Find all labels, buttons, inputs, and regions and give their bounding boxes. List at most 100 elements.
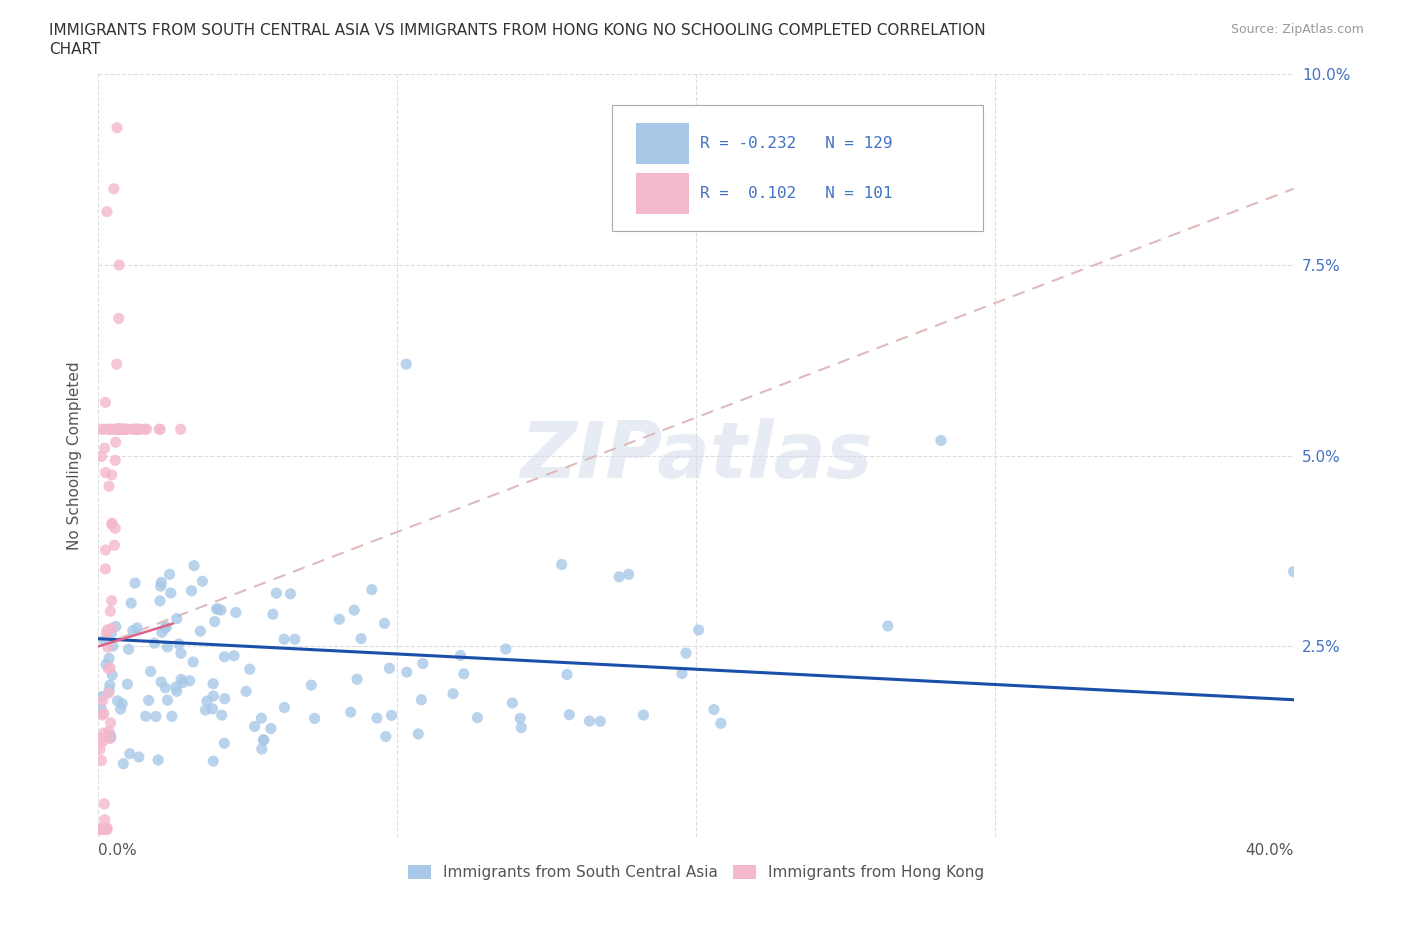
- Point: [101, 668, 124, 683]
- Point: [202, 688, 225, 703]
- Legend: Immigrants from South Central Asia, Immigrants from Hong Kong: Immigrants from South Central Asia, Immi…: [402, 859, 990, 886]
- Point: [166, 611, 188, 626]
- Point: [150, 625, 173, 640]
- Point: [411, 692, 433, 707]
- Point: [550, 557, 572, 572]
- Point: [120, 596, 142, 611]
- Point: [94, 562, 117, 577]
- Point: [91, 822, 114, 837]
- Point: [395, 665, 418, 680]
- Point: [204, 614, 226, 629]
- Point: [139, 664, 162, 679]
- Point: [98, 604, 121, 618]
- Point: [91, 822, 114, 837]
- Point: [104, 422, 127, 437]
- Point: [125, 422, 148, 437]
- FancyBboxPatch shape: [637, 123, 689, 165]
- Point: [167, 637, 190, 652]
- Point: [98, 422, 121, 437]
- Point: [273, 631, 295, 646]
- Point: [172, 675, 194, 690]
- Point: [688, 622, 710, 637]
- Point: [91, 822, 114, 837]
- Point: [103, 538, 125, 552]
- Point: [180, 583, 202, 598]
- Point: [202, 676, 225, 691]
- Point: [105, 422, 128, 437]
- Point: [159, 567, 181, 582]
- Point: [134, 422, 156, 437]
- Point: [89, 742, 111, 757]
- Point: [100, 593, 122, 608]
- Point: [114, 422, 136, 437]
- Point: [93, 796, 115, 811]
- Point: [122, 422, 145, 437]
- Point: [96, 820, 118, 835]
- FancyBboxPatch shape: [637, 173, 689, 214]
- Point: [366, 711, 388, 725]
- Point: [110, 422, 132, 437]
- Point: [373, 616, 395, 631]
- Point: [146, 752, 169, 767]
- Point: [250, 711, 273, 725]
- Point: [105, 120, 128, 135]
- Point: [100, 626, 122, 641]
- Point: [145, 709, 167, 724]
- Point: [100, 468, 122, 483]
- Point: [91, 708, 114, 723]
- Point: [96, 626, 118, 641]
- Point: [209, 603, 232, 618]
- Point: [149, 422, 172, 437]
- Y-axis label: No Schooling Completed: No Schooling Completed: [67, 362, 83, 550]
- Point: [253, 733, 276, 748]
- Point: [96, 822, 118, 837]
- Point: [117, 422, 139, 437]
- Point: [360, 582, 382, 597]
- Point: [100, 730, 122, 745]
- Point: [89, 822, 111, 837]
- Point: [105, 357, 128, 372]
- Point: [91, 693, 114, 708]
- Point: [97, 640, 120, 655]
- Text: CHART: CHART: [49, 42, 101, 57]
- Point: [108, 258, 131, 272]
- Point: [101, 516, 124, 531]
- Point: [107, 694, 129, 709]
- Point: [94, 542, 117, 557]
- Point: [378, 661, 401, 676]
- Point: [495, 642, 517, 657]
- Point: [578, 713, 600, 728]
- Point: [104, 453, 127, 468]
- Point: [98, 678, 121, 693]
- Point: [112, 422, 135, 437]
- Point: [94, 422, 117, 437]
- Point: [100, 728, 122, 743]
- Point: [262, 606, 284, 621]
- Point: [100, 422, 122, 437]
- Point: [299, 678, 322, 693]
- Point: [160, 709, 183, 724]
- Point: [135, 422, 157, 437]
- Point: [509, 711, 531, 725]
- Text: R = -0.232   N = 129: R = -0.232 N = 129: [700, 137, 891, 152]
- Point: [205, 602, 228, 617]
- Text: 0.0%: 0.0%: [98, 844, 138, 858]
- Point: [467, 711, 489, 725]
- Point: [127, 422, 149, 437]
- Text: Source: ZipAtlas.com: Source: ZipAtlas.com: [1230, 23, 1364, 36]
- Point: [138, 693, 160, 708]
- Point: [101, 639, 124, 654]
- Point: [90, 731, 112, 746]
- Point: [633, 708, 655, 723]
- Point: [100, 517, 122, 532]
- Point: [225, 605, 247, 620]
- Point: [108, 422, 131, 437]
- Point: [589, 714, 612, 729]
- Point: [93, 725, 115, 740]
- Text: R =  0.102   N = 101: R = 0.102 N = 101: [700, 186, 891, 201]
- Point: [156, 693, 179, 708]
- Point: [98, 724, 121, 738]
- Point: [118, 642, 141, 657]
- Point: [501, 696, 523, 711]
- Point: [149, 578, 172, 593]
